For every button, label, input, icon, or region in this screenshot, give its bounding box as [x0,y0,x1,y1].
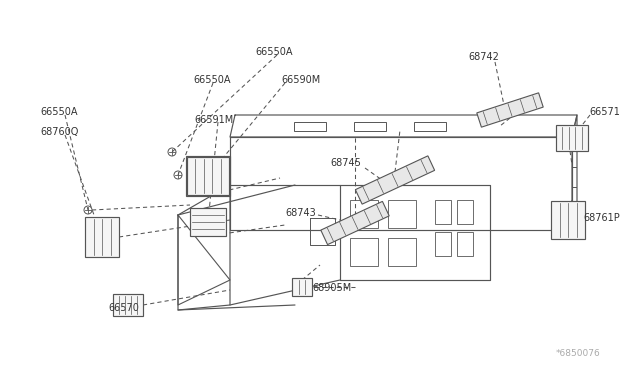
Bar [551,201,585,239]
Bar [435,200,451,224]
Bar [190,208,226,236]
Text: 66590M: 66590M [281,75,320,85]
Polygon shape [355,156,435,204]
Polygon shape [321,201,389,245]
Bar [457,200,473,224]
Text: *6850076: *6850076 [556,349,600,358]
Text: 68745: 68745 [330,158,361,168]
Bar [388,200,416,228]
Polygon shape [477,93,543,127]
Bar [350,200,378,228]
Text: 66550A: 66550A [255,47,292,57]
Bar [556,125,588,151]
Bar [414,122,446,131]
Bar [186,156,230,196]
Text: 68742: 68742 [468,52,499,62]
Bar [294,122,326,131]
Bar [187,157,229,195]
Text: 68761P: 68761P [583,213,620,223]
Text: 68743: 68743 [285,208,316,218]
Bar [354,122,386,131]
Text: 66550A: 66550A [193,75,230,85]
Text: 66571: 66571 [589,107,620,117]
Bar [350,238,378,266]
Bar [292,278,312,296]
Text: 68760Q: 68760Q [40,127,78,137]
Bar [85,217,119,257]
Bar [457,232,473,256]
Bar [435,232,451,256]
Text: 66550A: 66550A [40,107,77,117]
Bar [388,238,416,266]
Bar [113,294,143,316]
Text: 68905M: 68905M [312,283,351,293]
Text: 66591M: 66591M [194,115,233,125]
Text: 66570: 66570 [108,303,139,313]
